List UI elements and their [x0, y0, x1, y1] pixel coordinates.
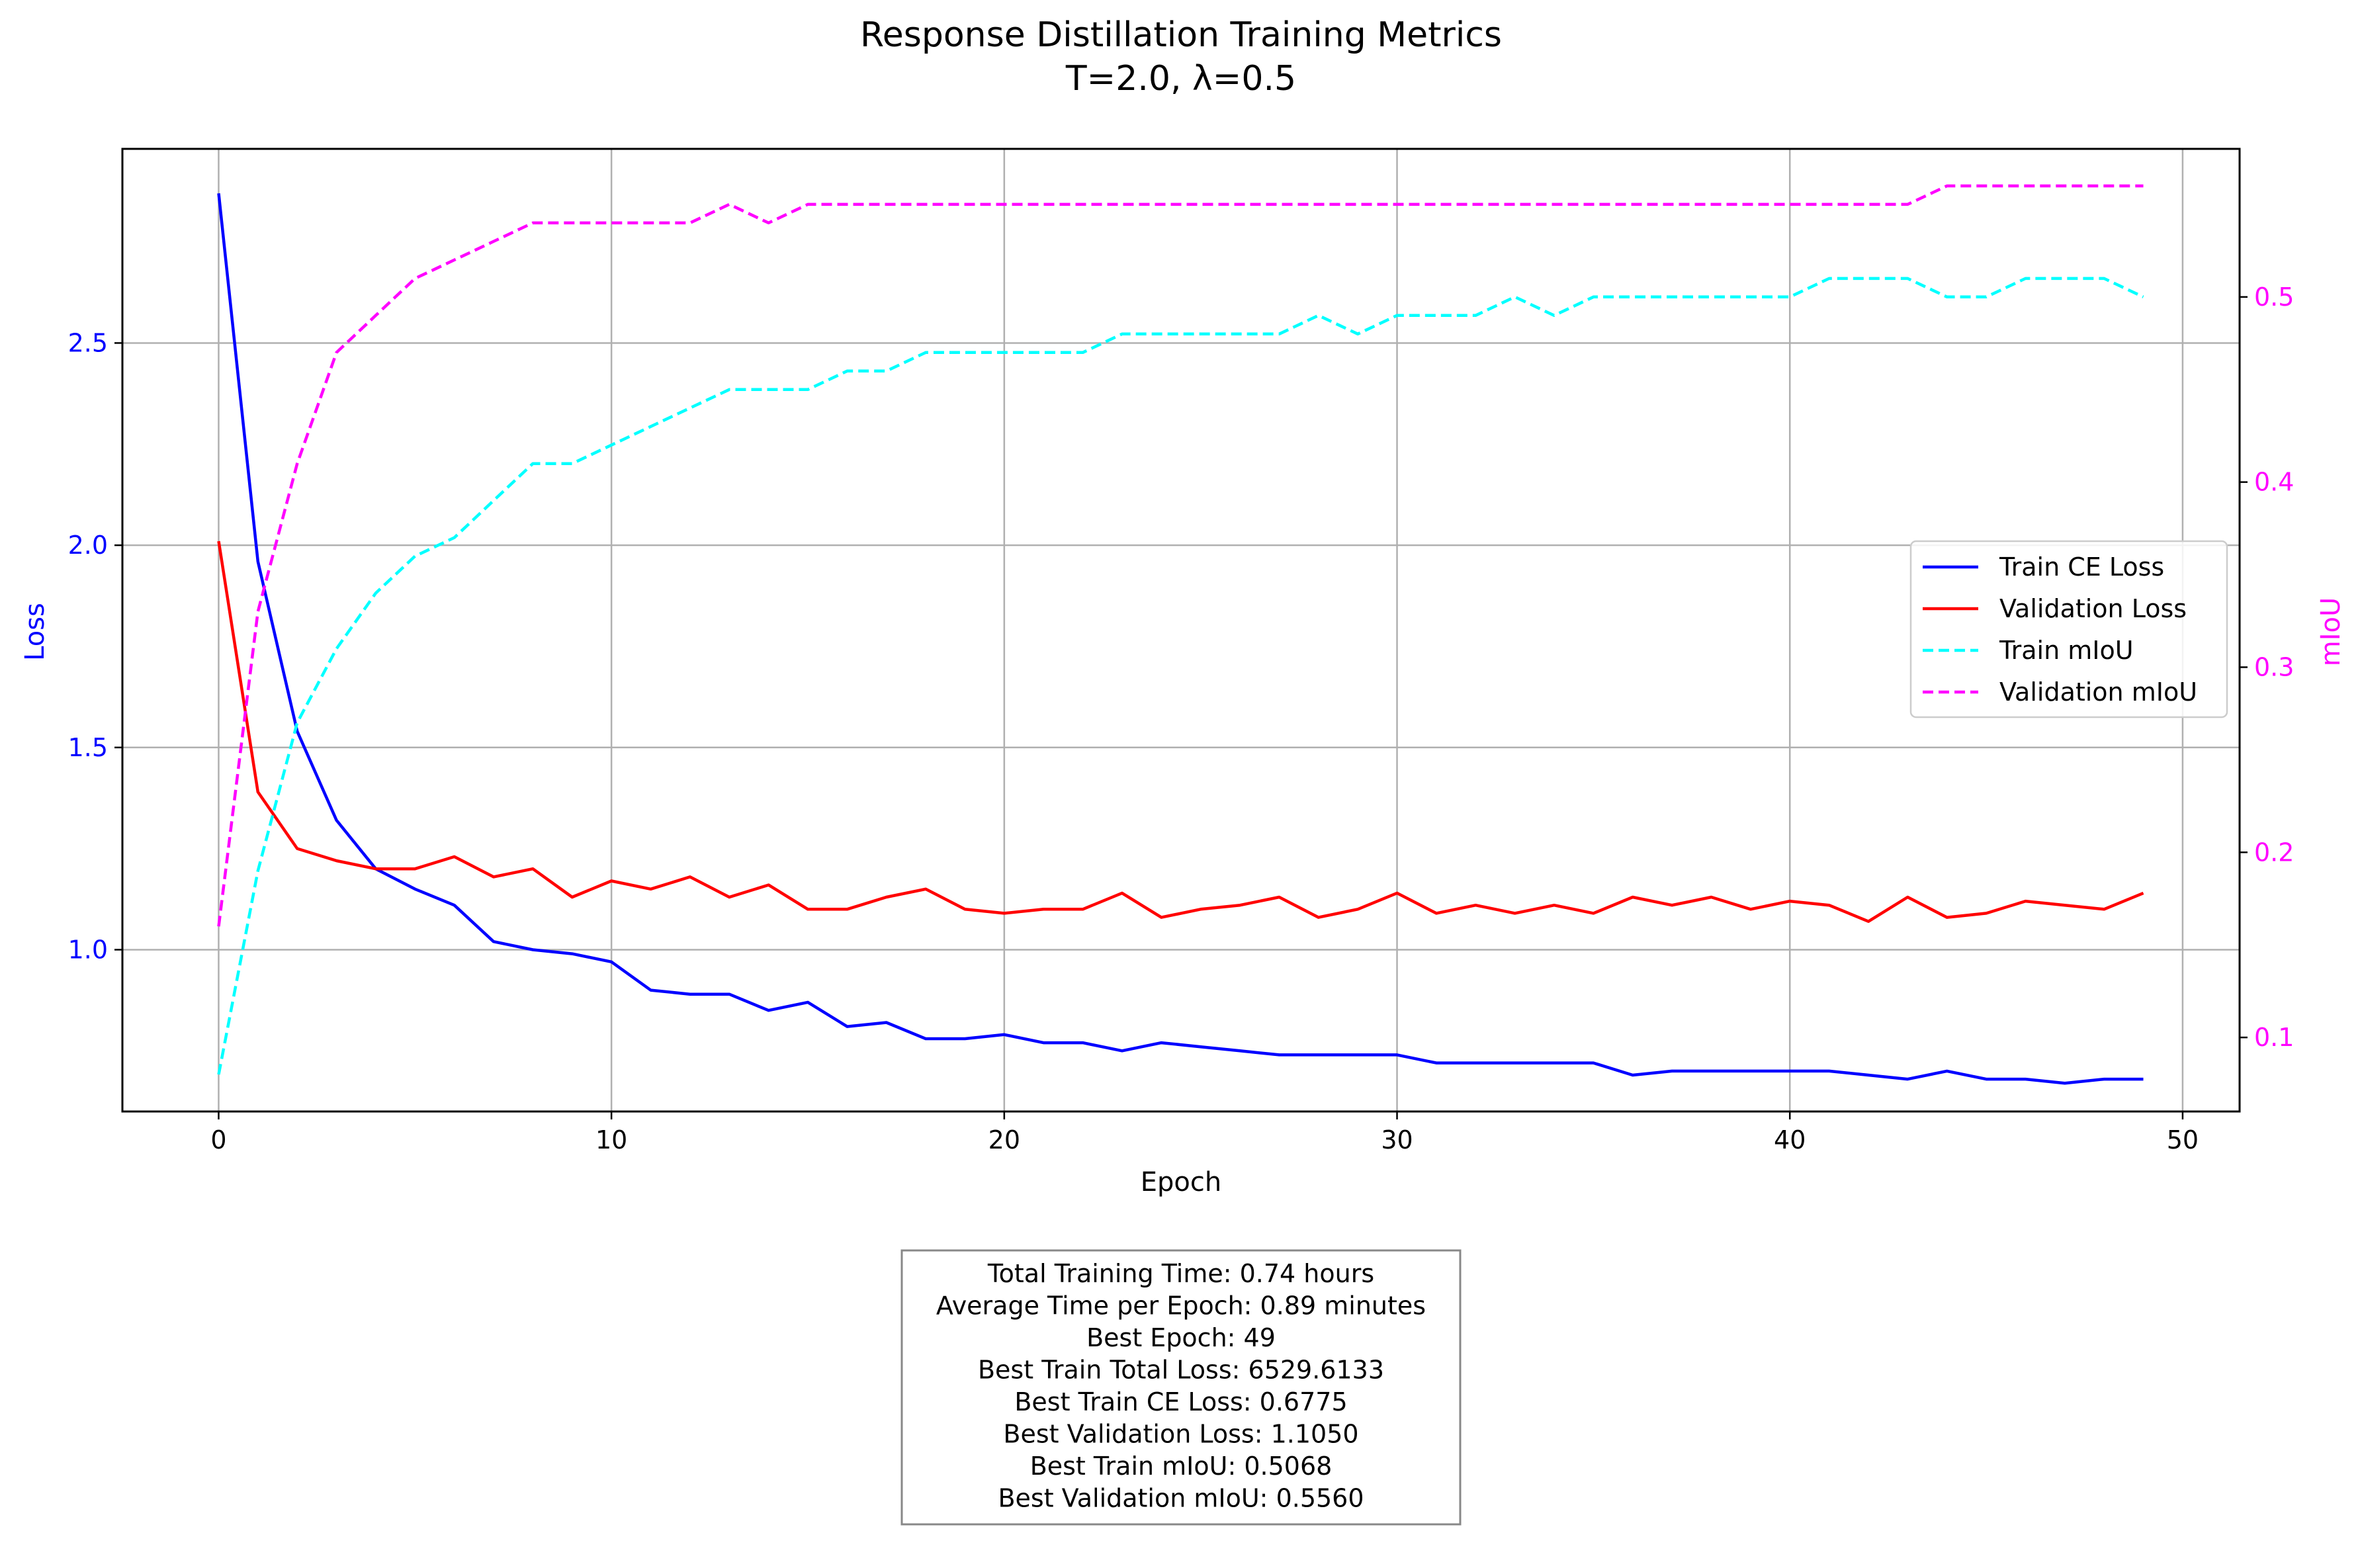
stats-line: Best Train CE Loss: 0.6775	[1014, 1387, 1347, 1416]
stats-line: Best Validation Loss: 1.1050	[1003, 1420, 1358, 1449]
plot-area-frame	[121, 148, 2241, 1113]
legend-label-train-miou: Train mIoU	[1999, 636, 2134, 665]
series-line-train-ce-loss	[217, 193, 2144, 1085]
y-right-tick-label: 0.4	[2254, 468, 2294, 497]
stats-lines: Total Training Time: 0.74 hours Average T…	[936, 1259, 1426, 1513]
y-right-tick-label: 0.5	[2254, 283, 2294, 312]
chart-subtitle: T=2.0, λ=0.5	[1065, 59, 1296, 99]
y-right-tick-label: 0.3	[2254, 652, 2294, 681]
stats-line: Best Validation mIoU: 0.5560	[998, 1484, 1364, 1513]
chart-title: Response Distillation Training Metrics	[860, 15, 1502, 55]
y-right-tick-label: 0.2	[2254, 838, 2294, 867]
legend-label-validation-loss: Validation Loss	[1999, 594, 2187, 623]
x-tick-label: 10	[595, 1125, 627, 1154]
y-left-tick-label: 1.5	[68, 733, 108, 762]
series-line-validation-miou	[217, 184, 2144, 927]
stats-line: Best Train Total Loss: 6529.6133	[978, 1356, 1384, 1385]
stats-line: Best Train mIoU: 0.5068	[1030, 1452, 1333, 1481]
x-tick-label: 20	[988, 1125, 1020, 1154]
y-left-tick-label: 2.5	[68, 328, 108, 357]
y-axis-label-left: Loss	[20, 603, 50, 661]
legend-label-validation-miou: Validation mIoU	[1999, 677, 2197, 707]
stats-line: Total Training Time: 0.74 hours	[987, 1259, 1374, 1288]
stats-box-frame	[900, 1249, 1462, 1526]
stats-box: Total Training Time: 0.74 hours Average T…	[900, 1249, 1462, 1526]
stats-line: Average Time per Epoch: 0.89 minutes	[936, 1291, 1426, 1321]
x-tick-label: 40	[1774, 1125, 1806, 1154]
x-tick-label: 50	[2167, 1125, 2199, 1154]
legend-label-train-ce-loss: Train CE Loss	[1999, 552, 2164, 582]
y-right-tick-label: 0.1	[2254, 1023, 2294, 1052]
y-left-tick-label: 1.0	[68, 935, 108, 964]
series-line-validation-loss	[217, 541, 2144, 923]
x-tick-label: 30	[1381, 1125, 1413, 1154]
x-axis-label: Epoch	[1141, 1167, 1221, 1198]
legend-items: Train CE Loss Validation Loss Train mIoU Va…	[1923, 552, 2197, 707]
series-layer	[217, 184, 2144, 1085]
y-left-tick-label: 2.0	[68, 531, 108, 560]
legend: Train CE Loss Validation Loss Train mIoU Va…	[1909, 540, 2228, 719]
y-axis-label-right: mIoU	[2316, 597, 2346, 667]
stats-line: Best Epoch: 49	[1086, 1323, 1276, 1352]
legend-box	[1909, 540, 2228, 719]
tick-layer: 0 10 20 30 40 50 1.0 1.5 2.0 2.5 0.1 0.2 0.3 0.4 0.5	[68, 283, 2295, 1154]
x-tick-label: 0	[210, 1125, 226, 1154]
series-line-train-miou	[217, 277, 2144, 1075]
